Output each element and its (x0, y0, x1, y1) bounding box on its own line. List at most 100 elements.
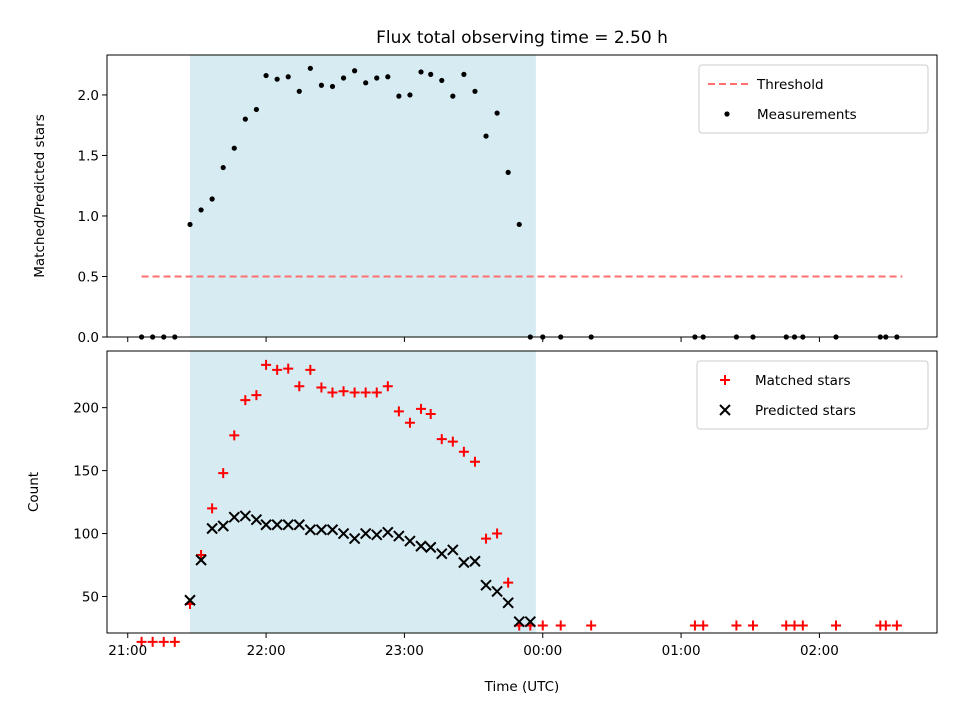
matched-star-point (218, 468, 229, 479)
bottom-y-tick-label: 50 (82, 589, 99, 605)
matched-star-point (555, 620, 566, 631)
top-legend-box (698, 64, 929, 134)
measurement-point (407, 92, 413, 98)
top-y-tick-label: 1.0 (78, 209, 99, 225)
matched-star-point (425, 408, 436, 419)
matched-star-point (294, 381, 305, 392)
matched-star-point (316, 382, 327, 393)
matched-star-point (393, 406, 404, 417)
bottom-legend: Matched stars Predicted stars (696, 360, 929, 430)
predicted-star-point (282, 519, 294, 531)
bottom-panel: 50 100 150 200 21:00 22:00 23:00 00:00 01:00 02:0… (73, 350, 938, 659)
predicted-star-point (447, 544, 459, 556)
measurement-point (329, 83, 336, 90)
matched-star-point (136, 636, 147, 647)
measurement-point (516, 221, 522, 228)
measurement-point (483, 133, 489, 139)
matched-star-point (229, 430, 240, 441)
matched-star-point (207, 503, 218, 514)
bottom-shaded-interval (190, 351, 536, 633)
matched-star-point (272, 364, 283, 375)
measurement-point (505, 169, 511, 175)
measurement-point (242, 116, 248, 122)
legend-label: Measurements (757, 107, 857, 123)
predicted-star-point (480, 579, 492, 591)
measurement-point (428, 71, 434, 77)
x-tick-label: 21:00 (108, 643, 147, 659)
matched-star-point (537, 620, 548, 631)
predicted-star-point (502, 597, 514, 609)
bottom-y-tick-label: 200 (73, 401, 99, 417)
measurement-point (494, 110, 500, 116)
measurement-point (472, 88, 478, 94)
matched-star-point (416, 403, 427, 414)
bottom-axes-frame (106, 350, 938, 634)
matched-star-point (447, 436, 458, 447)
x-axis-label: Time (UTC) (484, 679, 560, 695)
predicted-star-point (424, 541, 437, 554)
measurement-point (209, 196, 215, 202)
matched-star-point (731, 620, 742, 631)
matched-star-point (169, 636, 180, 647)
bottom-y-tick-label: 100 (73, 527, 99, 543)
top-shaded-interval (190, 55, 536, 337)
matched-star-point (327, 387, 338, 398)
measurement-point (307, 65, 313, 71)
predicted-star-point (184, 594, 196, 606)
matched-star-point (492, 528, 503, 539)
matched-star-point (305, 364, 316, 375)
x-tick-label: 01:00 (662, 643, 701, 659)
matched-star-point (240, 395, 251, 406)
predicted-star-point (404, 535, 416, 547)
top-y-tick-label: 0.0 (78, 330, 99, 346)
x-tick-label: 00:00 (523, 643, 562, 659)
matched-star-point (261, 359, 272, 370)
legend-label: Matched stars (755, 373, 851, 389)
measurement-point (198, 207, 204, 213)
predicted-star-point (415, 540, 427, 552)
predicted-star-point (217, 520, 229, 532)
measurement-point (385, 74, 391, 80)
x-tick-label: 23:00 (385, 643, 424, 659)
predicted-star-point (293, 519, 305, 531)
predicted-star-point (524, 615, 537, 628)
predicted-star-point (393, 530, 405, 542)
measurement-point (285, 74, 291, 80)
matched-star-point (360, 387, 371, 398)
top-axes-frame (106, 54, 938, 338)
bottom-legend-box (696, 360, 929, 430)
measurement-point (374, 75, 380, 81)
predicted-star-point (304, 524, 317, 536)
matched-star-point (891, 620, 902, 631)
measurement-point (296, 88, 302, 94)
legend-measurement-swatch (724, 111, 730, 117)
legend-label: Predicted stars (755, 403, 856, 419)
predicted-star-point (382, 526, 394, 538)
measurement-point (396, 93, 402, 99)
predicted-star-point (348, 532, 361, 545)
predicted-star-point (260, 519, 272, 531)
top-legend: Threshold Measurements (698, 64, 929, 134)
matched-star-point (698, 620, 709, 631)
measurement-point (187, 221, 193, 228)
measurement-point (231, 145, 237, 151)
matched-star-point (797, 620, 808, 631)
bottom-y-axis-label: Count (26, 472, 42, 512)
measurement-point (253, 106, 259, 113)
matched-star-point (469, 456, 480, 467)
measurement-point (318, 82, 325, 88)
measurement-point (263, 72, 269, 79)
x-tick-label: 22:00 (247, 643, 286, 659)
matched-star-point (158, 636, 169, 647)
matched-star-point (196, 549, 207, 560)
matched-star-point (586, 620, 597, 631)
predicted-star-point (271, 519, 283, 531)
matched-star-point (748, 620, 759, 631)
legend-predicted-swatch (719, 404, 731, 416)
predicted-star-point (436, 547, 448, 560)
measurement-point (220, 164, 226, 171)
predicted-star-point (315, 524, 328, 536)
x-tick-label: 02:00 (800, 643, 839, 659)
measurement-point (274, 76, 280, 82)
